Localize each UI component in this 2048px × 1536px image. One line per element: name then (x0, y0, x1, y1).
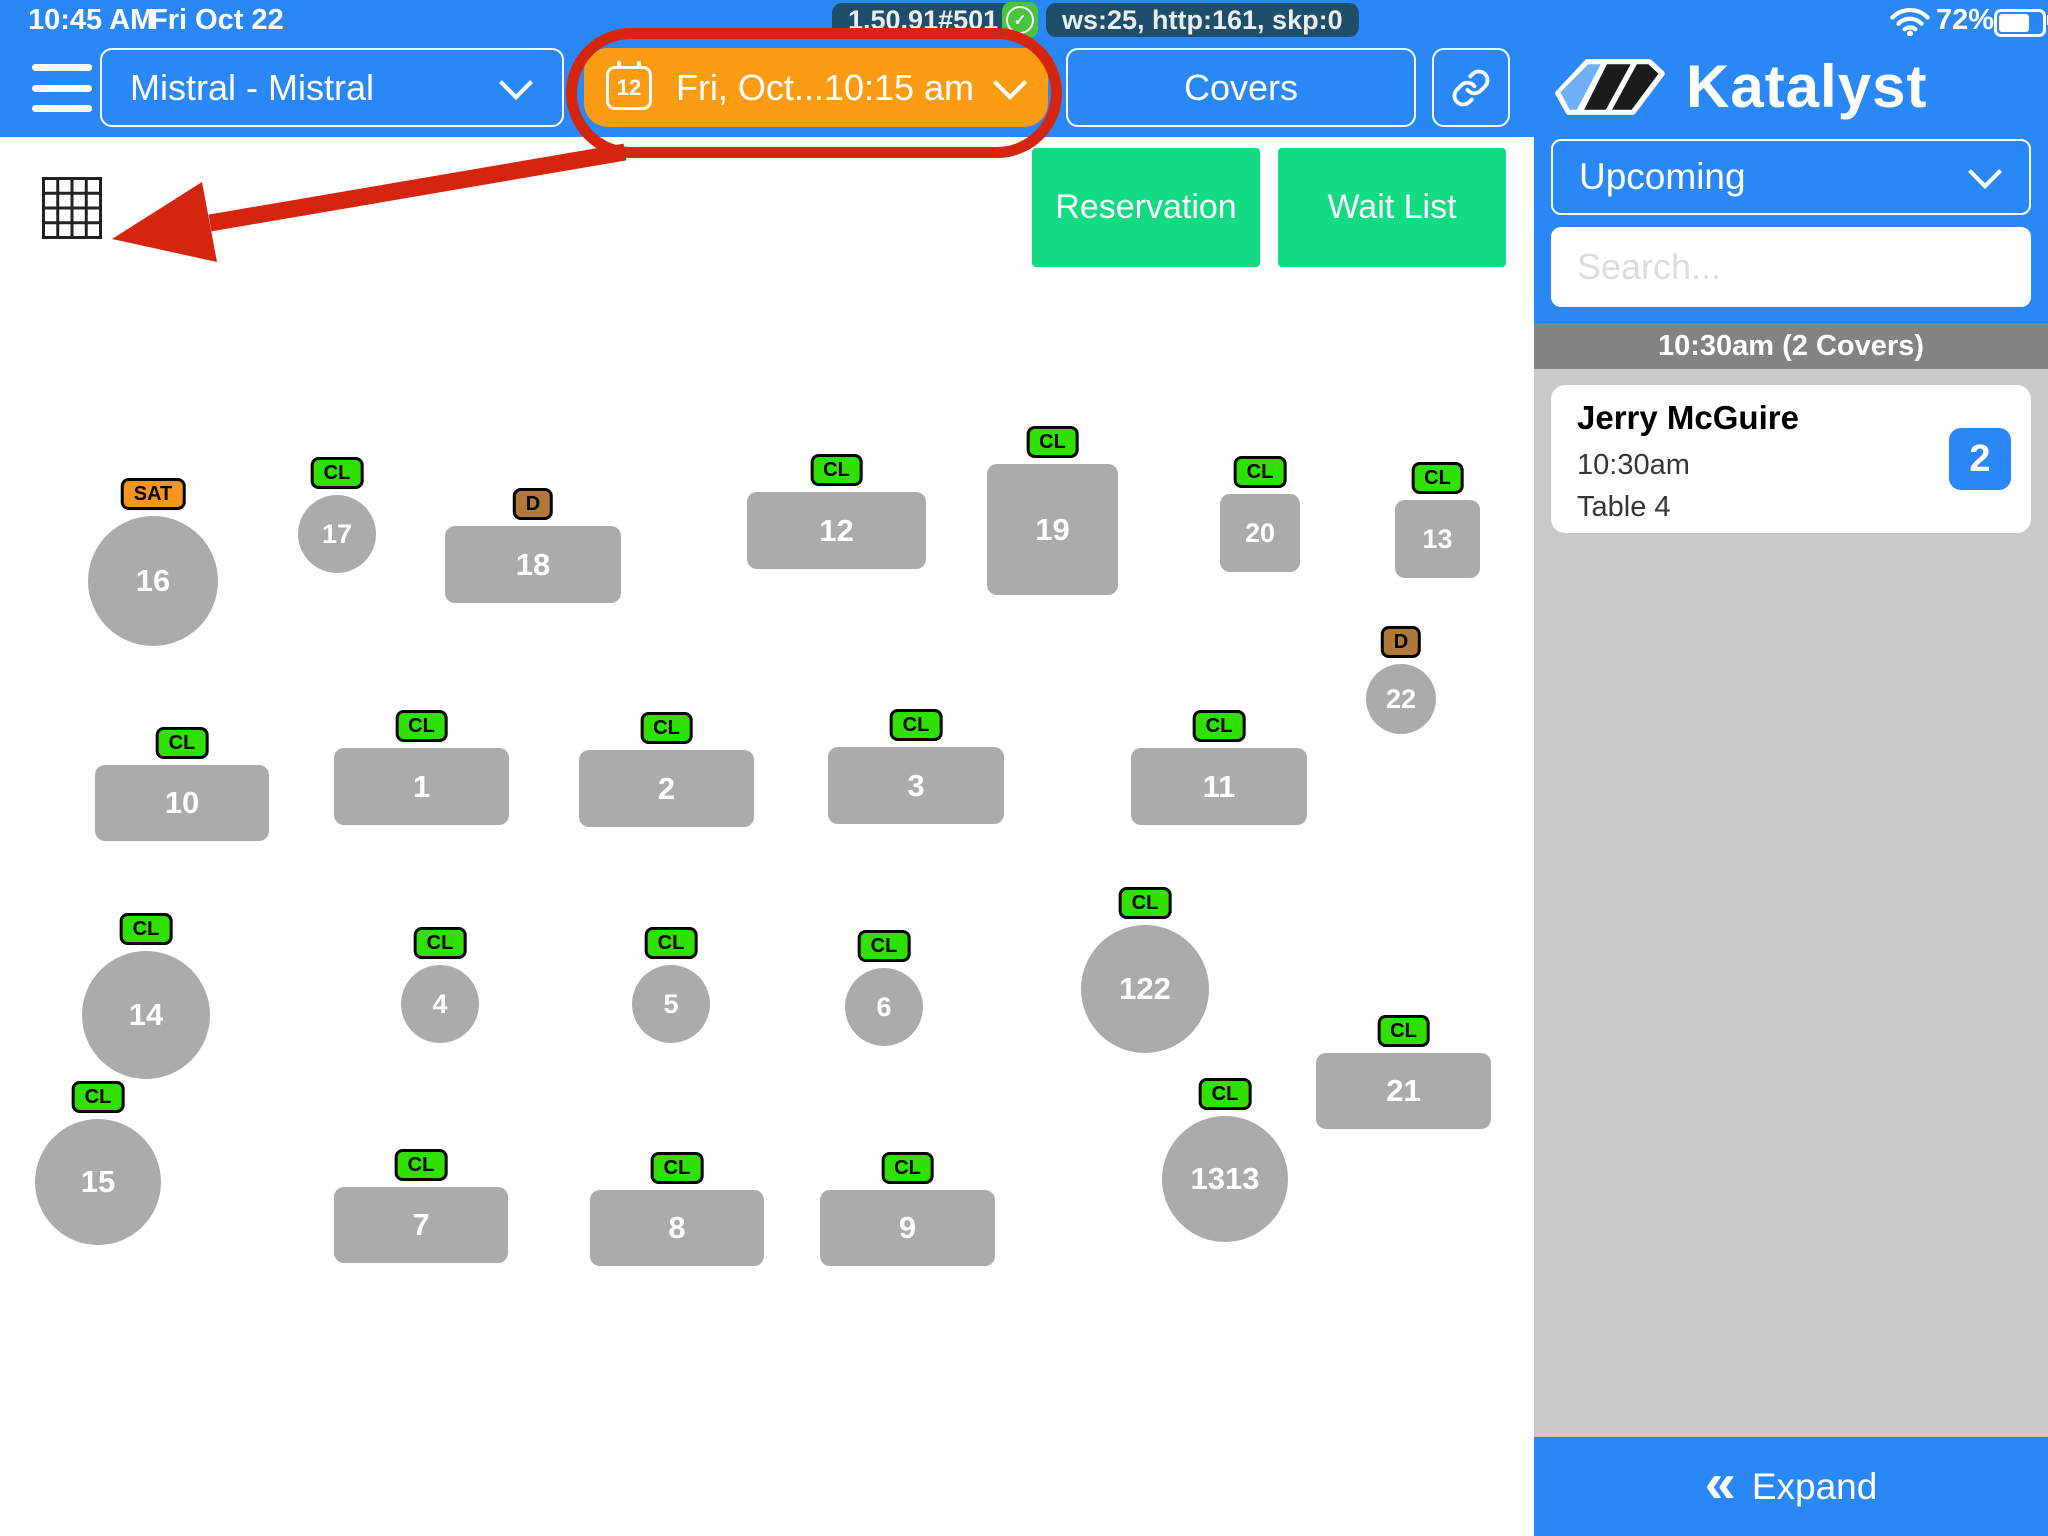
table-status-badge: D (1380, 626, 1422, 658)
table-1[interactable]: 1 (334, 748, 509, 825)
annotation-arrow (112, 143, 627, 262)
grid-view-icon[interactable] (42, 177, 102, 239)
table-status-badge: CL (640, 712, 693, 744)
search-box (1551, 227, 2031, 307)
status-date: Fri Oct 22 (150, 4, 284, 36)
table-status-badge: CL (1377, 1015, 1430, 1047)
time-section-header: 10:30am (2 Covers) (1534, 323, 2048, 369)
katalyst-logo-icon (1555, 58, 1665, 115)
table-6[interactable]: 6 (845, 968, 923, 1046)
list-filter-dropdown[interactable]: Upcoming (1551, 139, 2031, 215)
table-status-badge: CL (1026, 426, 1079, 458)
battery-percent: 72% (1936, 4, 1995, 36)
table-status-badge: CL (394, 1149, 448, 1181)
link-button[interactable] (1432, 48, 1510, 127)
table-status-badge: CL (71, 1081, 125, 1113)
list-filter-label: Upcoming (1579, 156, 1746, 197)
reservation-time: 10:30am (1577, 449, 1690, 481)
connection-stats-badge: ws:25, http:161, skp:0 (1046, 3, 1359, 37)
table-22[interactable]: 22 (1366, 664, 1436, 734)
table-20[interactable]: 20 (1220, 494, 1300, 572)
table-status-badge: CL (1118, 887, 1172, 919)
date-time-label: Fri, Oct...10:15 am (675, 66, 975, 108)
table-status-badge: CL (155, 727, 209, 759)
table-status-badge: CL (650, 1152, 704, 1184)
table-15[interactable]: 15 (35, 1119, 161, 1245)
reservation-card[interactable]: Jerry McGuire 10:30am Table 4 2 (1551, 385, 2031, 533)
table-status-badge: D (512, 488, 554, 520)
table-status-badge: CL (644, 927, 698, 959)
table-2[interactable]: 2 (579, 750, 754, 827)
covers-count-badge: 2 (1949, 428, 2011, 490)
table-status-badge: CL (857, 930, 911, 962)
table-122[interactable]: 122 (1081, 925, 1209, 1053)
expand-label: Expand (1751, 1465, 1878, 1507)
brand-name: Katalyst (1686, 53, 1928, 120)
table-status-badge: CL (395, 710, 448, 742)
table-1313[interactable]: 1313 (1162, 1116, 1288, 1242)
table-18[interactable]: 18 (445, 526, 621, 603)
table-status-badge: CL (889, 709, 943, 741)
date-time-selector[interactable]: 12 Fri, Oct...10:15 am (584, 48, 1048, 127)
table-status-badge: CL (119, 913, 173, 945)
table-17[interactable]: 17 (298, 495, 376, 573)
table-status-badge: CL (881, 1152, 934, 1184)
table-3[interactable]: 3 (828, 747, 1004, 824)
table-status-badge: CL (310, 457, 364, 489)
table-11[interactable]: 11 (1131, 748, 1307, 825)
table-status-badge: SAT (120, 478, 186, 510)
table-status-badge: CL (1411, 462, 1464, 494)
expand-icon: « (1704, 1451, 1736, 1514)
table-16[interactable]: 16 (88, 516, 218, 646)
reservation-table: Table 4 (1577, 491, 1671, 523)
venue-dropdown-label: Mistral - Mistral (130, 66, 374, 108)
annotation-ellipse (566, 28, 1062, 158)
battery-icon (1994, 9, 2046, 37)
table-status-badge: CL (1233, 456, 1287, 488)
app-logo: Katalyst (1552, 52, 1927, 121)
table-19[interactable]: 19 (987, 464, 1118, 595)
venue-dropdown[interactable]: Mistral - Mistral (100, 48, 564, 127)
table-14[interactable]: 14 (82, 951, 210, 1079)
reservation-button[interactable]: Reservation (1032, 148, 1260, 267)
table-8[interactable]: 8 (590, 1190, 764, 1266)
table-4[interactable]: 4 (401, 965, 479, 1043)
reservations-sidebar: Upcoming 10:30am (2 Covers) Jerry McGuir… (1534, 137, 2048, 1536)
table-status-badge: CL (1192, 710, 1246, 742)
wifi-icon (1890, 7, 1930, 36)
table-status-badge: CL (413, 927, 467, 959)
table-7[interactable]: 7 (334, 1187, 508, 1263)
table-12[interactable]: 12 (747, 492, 926, 569)
link-icon (1452, 69, 1490, 106)
table-status-badge: CL (1198, 1078, 1252, 1110)
wait-list-button[interactable]: Wait List (1278, 148, 1506, 267)
covers-button[interactable]: Covers (1066, 48, 1416, 127)
hamburger-menu-button[interactable] (32, 64, 96, 112)
table-21[interactable]: 21 (1316, 1053, 1491, 1129)
guest-name: Jerry McGuire (1577, 399, 1799, 436)
table-9[interactable]: 9 (820, 1190, 995, 1266)
table-10[interactable]: 10 (95, 765, 269, 841)
chevron-down-icon (499, 65, 533, 100)
table-5[interactable]: 5 (632, 965, 710, 1043)
search-input[interactable] (1551, 227, 2031, 307)
table-13[interactable]: 13 (1395, 500, 1480, 578)
clock: 10:45 AM (28, 4, 155, 36)
expand-button[interactable]: « Expand (1534, 1437, 2048, 1536)
table-status-badge: CL (810, 454, 863, 486)
chevron-down-icon (1968, 155, 2002, 189)
